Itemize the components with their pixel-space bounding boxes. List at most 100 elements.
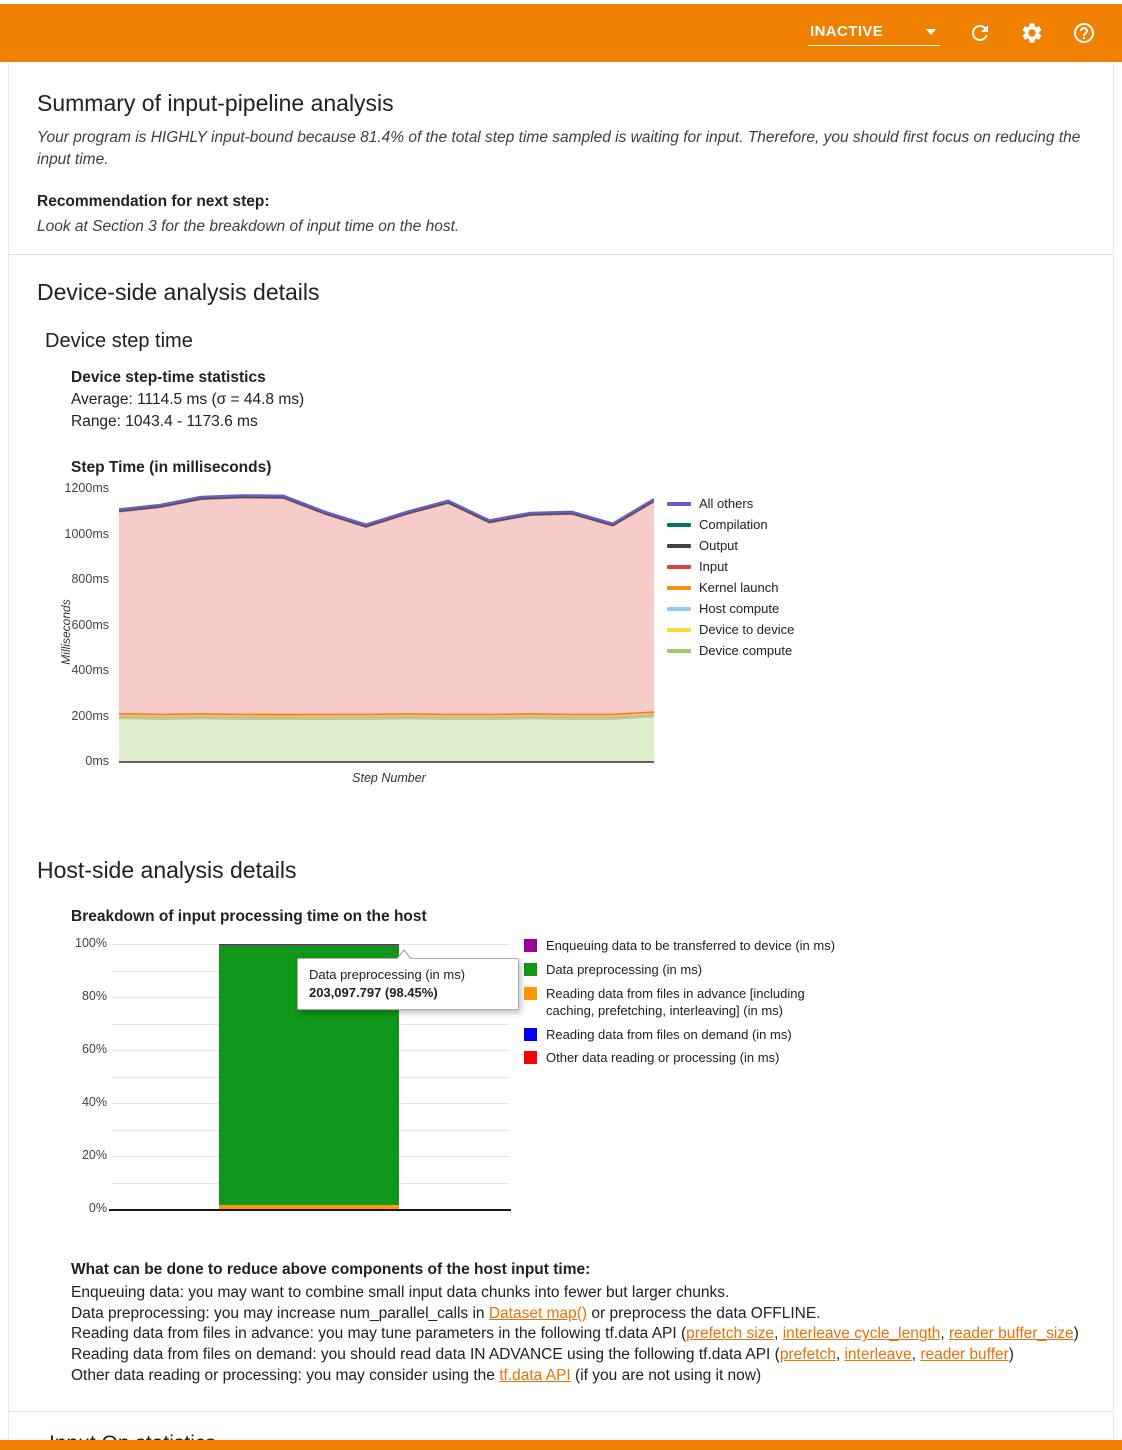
recommendation-line: Reading data from files in advance: you … [71, 1324, 1083, 1345]
host-recommendations: What can be done to reduce above compone… [71, 1260, 1083, 1387]
y-tick-label: 60% [81, 1042, 107, 1056]
recommendation-text: Data preprocessing: you may increase num… [71, 1304, 489, 1322]
footer-bar [0, 1440, 1122, 1450]
doc-link[interactable]: prefetch size [686, 1325, 775, 1343]
help-icon [1074, 23, 1094, 43]
status-label: INACTIVE [810, 23, 884, 40]
doc-link[interactable]: Dataset map() [488, 1304, 588, 1322]
device-side-section: Device-side analysis details Device step… [9, 255, 1113, 799]
y-tick-label: 0% [88, 1201, 107, 1215]
help-button[interactable] [1072, 21, 1096, 45]
device-chart-legend: All others Compilation Output Input Kernel l… [667, 493, 794, 661]
recommendation-text: , [774, 1325, 783, 1343]
y-tick-label: 800ms [71, 572, 109, 586]
legend-item: Host compute [667, 598, 794, 619]
legend-label: Enqueuing data to be transferred to devi… [546, 938, 836, 953]
recommendation-text: Enqueuing data: you may want to combine … [71, 1283, 730, 1301]
summary-text: Your program is HIGHLY input-bound becau… [37, 129, 1081, 168]
device-chart-title: Step Time (in milliseconds) [71, 459, 272, 476]
legend-label: Reading data from files on demand (in ms… [546, 1026, 792, 1042]
legend-swatch [667, 648, 691, 653]
y-tick-label: 20% [81, 1148, 107, 1162]
device-step-time-chart: Milliseconds 0ms 200ms 400ms 600ms 800ms 1000… [57, 481, 1117, 799]
doc-link[interactable]: interleave [844, 1346, 912, 1364]
legend-item: Device compute [667, 640, 794, 661]
recommendation-text: (if you are not using it now) [570, 1366, 762, 1384]
recommendation-text: Other data reading or processing: you ma… [71, 1366, 500, 1384]
device-section-title: Device-side analysis details [37, 279, 320, 305]
y-tick-label: 1200ms [64, 481, 109, 495]
legend-label: Host compute [699, 601, 780, 616]
legend-swatch [667, 501, 691, 506]
host-side-section: Host-side analysis details Breakdown of … [9, 827, 1113, 1387]
legend-swatch [524, 939, 537, 952]
summary-section: Summary of input-pipeline analysis Your … [9, 62, 1113, 254]
legend-item: Enqueuing data to be transferred to devi… [524, 938, 854, 955]
page-title: Summary of input-pipeline analysis [37, 90, 394, 116]
legend-swatch [667, 564, 691, 569]
doc-link[interactable]: reader buffer_size [949, 1325, 1074, 1343]
settings-button[interactable] [1020, 21, 1044, 45]
legend-item: Output [667, 535, 794, 556]
recommendation-text: or preprocess the data OFFLINE. [587, 1304, 821, 1322]
legend-item: Device to device [667, 619, 794, 640]
recommendations-title: What can be done to reduce above compone… [71, 1261, 591, 1278]
legend-label: Device to device [699, 622, 795, 637]
doc-link[interactable]: tf.data API [499, 1366, 571, 1384]
y-tick-label: 100% [75, 936, 107, 950]
host-chart-title: Breakdown of input processing time on th… [71, 908, 427, 925]
y-tick-label: 40% [81, 1095, 107, 1109]
bar-segment[interactable] [219, 943, 399, 945]
tooltip-caret-fill [397, 951, 411, 960]
content-frame: Summary of input-pipeline analysis Your … [8, 62, 1114, 1450]
recommendation-text: Reading data from files in advance: you … [71, 1325, 687, 1343]
recommendation-text: , [835, 1346, 845, 1364]
recommendation-line: Enqueuing data: you may want to combine … [71, 1283, 1083, 1304]
app-header: INACTIVE [0, 4, 1122, 62]
legend-item: Compilation [667, 514, 794, 535]
tooltip-value: 203,097.797 (98.45%) [309, 985, 438, 1000]
legend-label: Input [699, 559, 728, 574]
legend-swatch [524, 1051, 537, 1065]
doc-link[interactable]: interleave cycle_length [782, 1325, 941, 1343]
recommendation-title: Recommendation for next step: [37, 193, 270, 210]
legend-item: Other data reading or processing (in ms) [524, 1050, 854, 1067]
device-step-time-stats: Device step-time statistics Average: 111… [71, 367, 1085, 433]
recommendation-line: Data preprocessing: you may increase num… [71, 1304, 1083, 1325]
refresh-icon [972, 25, 988, 41]
legend-item: Reading data from files on demand (in ms… [524, 1027, 854, 1044]
recommendation-line: Other data reading or processing: you ma… [71, 1366, 1083, 1387]
legend-swatch [524, 962, 537, 976]
chevron-down-icon [926, 28, 936, 35]
recommendation-text: Reading data from files on demand: you s… [71, 1346, 780, 1364]
host-breakdown-chart[interactable]: Data preprocessing (in ms) 203,097.797 (… [69, 936, 1089, 1238]
device-step-time-plot[interactable] [119, 489, 654, 765]
doc-link[interactable]: prefetch [779, 1346, 836, 1364]
refresh-button[interactable] [968, 21, 992, 45]
legend-swatch [667, 585, 691, 590]
legend-swatch [524, 986, 537, 1000]
recommendation-body: Look at Section 3 for the breakdown of i… [37, 218, 460, 235]
legend-item: Reading data from files in advance [incl… [524, 986, 854, 1020]
tooltip-series-label: Data preprocessing (in ms) [309, 967, 466, 982]
chart-tooltip: Data preprocessing (in ms) 203,097.797 (… [297, 949, 519, 1010]
y-tick-label: 0ms [85, 754, 109, 768]
legend-label: Kernel launch [699, 580, 779, 595]
stats-title: Device step-time statistics [71, 369, 266, 386]
y-tick-label: 600ms [71, 617, 109, 632]
legend-item: All others [667, 493, 794, 514]
x-axis-title: Step Number [352, 771, 426, 785]
capture-status-dropdown[interactable]: INACTIVE [808, 20, 940, 46]
doc-link[interactable]: reader buffer [920, 1346, 1009, 1364]
device-step-time-subtitle: Device step time [45, 330, 193, 352]
y-tick-label: 200ms [71, 708, 109, 723]
recommendation-text: , [911, 1346, 921, 1364]
bar-segment[interactable] [219, 1205, 399, 1209]
legend-label: Output [699, 538, 739, 553]
legend-label: All others [699, 496, 754, 511]
legend-label: Other data reading or processing (in ms) [546, 1050, 780, 1066]
legend-item: Input [667, 556, 794, 577]
legend-swatch [524, 1027, 537, 1041]
x-axis-line [109, 1209, 511, 1211]
